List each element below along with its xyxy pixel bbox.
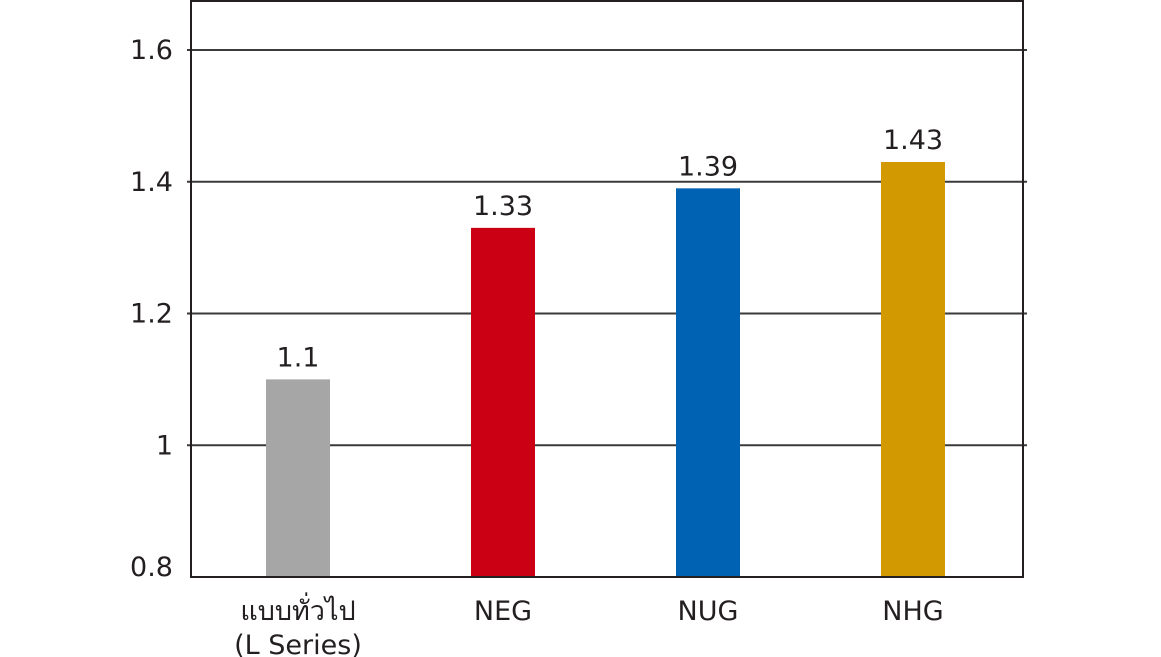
bar xyxy=(881,161,945,578)
category-labels: แบบทั่วไป (L Series) NEG NUG NHG xyxy=(234,592,944,657)
bar xyxy=(266,379,330,577)
y-tick-label: 0.8 xyxy=(130,552,173,583)
data-label: 1.43 xyxy=(883,125,943,156)
x-tick-label: (L Series) xyxy=(234,630,362,657)
y-tick-label: 1.6 xyxy=(130,35,173,66)
bars xyxy=(266,161,945,578)
plot-frame xyxy=(190,0,1024,578)
bar xyxy=(676,188,740,577)
x-tick-label: แบบทั่วไป xyxy=(240,592,355,627)
y-tick-label: 1 xyxy=(156,430,173,461)
value-labels: 1.1 1.33 1.39 1.43 xyxy=(277,125,944,373)
bar xyxy=(471,227,535,578)
x-tick-label: NHG xyxy=(882,596,943,627)
y-tick-label: 1.2 xyxy=(130,299,173,330)
x-tick-label: NUG xyxy=(678,596,739,627)
y-axis-ticks: 0.8 1 1.2 1.4 1.6 xyxy=(130,35,173,583)
data-label: 1.1 xyxy=(277,342,320,373)
x-tick-label: NEG xyxy=(474,596,532,627)
data-label: 1.33 xyxy=(473,191,533,222)
y-tick-label: 1.4 xyxy=(130,167,173,198)
data-label: 1.39 xyxy=(678,151,738,182)
